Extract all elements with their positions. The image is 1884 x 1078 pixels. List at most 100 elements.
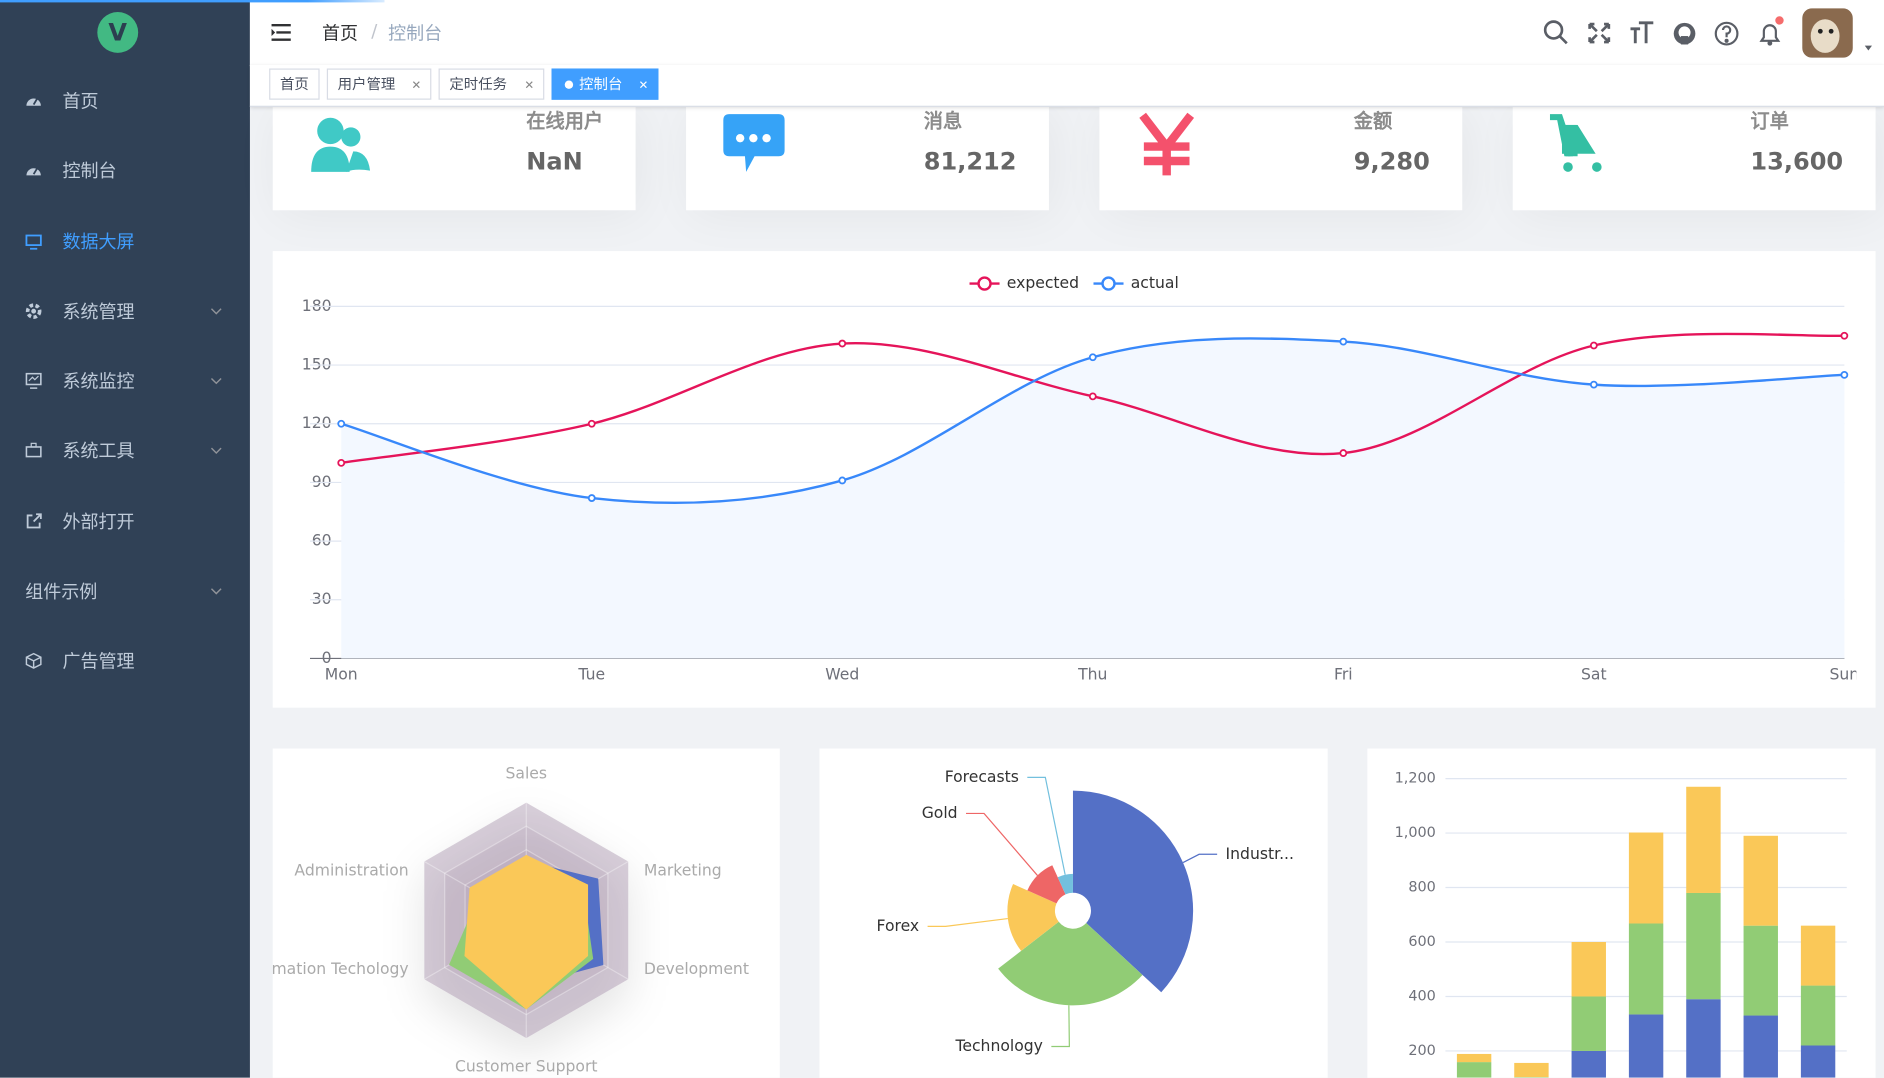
tag-close[interactable] bbox=[525, 81, 533, 89]
menu-item[interactable]: 组件示例 bbox=[0, 558, 250, 625]
menu-label: 系统管理 bbox=[62, 300, 135, 323]
bar bbox=[1686, 786, 1721, 893]
stat-value: 81,212 bbox=[923, 146, 1017, 176]
pie-label: Forex bbox=[877, 917, 920, 935]
card-icon bbox=[723, 114, 785, 172]
y-tick-label: 200 bbox=[1408, 1043, 1436, 1059]
bar bbox=[1628, 832, 1664, 924]
hamburger[interactable] bbox=[271, 24, 291, 41]
card-icon bbox=[1549, 114, 1602, 172]
stat-label: 在线用户 bbox=[526, 109, 604, 133]
menu-item[interactable]: 广告管理 bbox=[0, 627, 250, 694]
navbar: 首页 / 控制台 bbox=[249, 0, 1884, 67]
point bbox=[838, 339, 847, 348]
menu-item[interactable]: 数据大屏 bbox=[0, 208, 250, 275]
tag[interactable]: 控制台 bbox=[551, 68, 659, 100]
x-tick-label: Sun bbox=[1829, 666, 1859, 684]
bar bbox=[1743, 1015, 1778, 1078]
tags-view: 首页 用户管理 定时任务 控制台 bbox=[249, 64, 1884, 107]
tag-close[interactable] bbox=[412, 81, 420, 89]
stat-card[interactable]: 订单 13,600 bbox=[1512, 105, 1876, 211]
point bbox=[587, 494, 596, 502]
radar-series-area bbox=[464, 854, 589, 1010]
bar bbox=[1571, 941, 1606, 997]
stat-value: NaN bbox=[526, 146, 583, 176]
pie-label: Technology bbox=[954, 1037, 1042, 1055]
x-tick-label: Tue bbox=[577, 666, 605, 684]
bar bbox=[1456, 1053, 1492, 1063]
tag-close[interactable] bbox=[639, 81, 647, 89]
y-tick-label: 1,000 bbox=[1395, 825, 1436, 841]
menu-arrow bbox=[210, 588, 222, 595]
pie-slice bbox=[1057, 873, 1073, 895]
tag-label: 控制台 bbox=[579, 75, 623, 93]
breadcrumb-item[interactable]: 首页 bbox=[322, 22, 359, 45]
bar bbox=[1514, 1077, 1549, 1078]
fullscreen-icon[interactable] bbox=[1588, 22, 1611, 44]
pie-label: Gold bbox=[922, 804, 958, 822]
tag-label: 首页 bbox=[279, 75, 309, 93]
menu-item[interactable]: 系统管理 bbox=[0, 278, 250, 345]
pie-label: Industr... bbox=[1226, 845, 1294, 863]
y-tick-label: 600 bbox=[1408, 934, 1436, 950]
bar bbox=[1800, 1045, 1836, 1078]
y-tick-label: 800 bbox=[1408, 880, 1436, 896]
point bbox=[1339, 449, 1348, 457]
tag[interactable]: 定时任务 bbox=[438, 68, 545, 100]
point bbox=[1589, 341, 1598, 350]
label-line bbox=[1051, 1005, 1070, 1048]
github-icon[interactable] bbox=[1673, 22, 1696, 45]
bell-icon[interactable] bbox=[1759, 16, 1784, 46]
bar bbox=[1456, 1062, 1492, 1078]
menu-label: 系统工具 bbox=[62, 440, 135, 462]
menu-item[interactable]: 系统监控 bbox=[0, 347, 250, 414]
bar bbox=[1800, 985, 1836, 1046]
point bbox=[337, 458, 346, 467]
tag-label: 定时任务 bbox=[449, 75, 508, 93]
menu-label: 首页 bbox=[62, 90, 99, 113]
bar-chart: 200 400 600 800 1,000 1,200 bbox=[1395, 771, 1847, 1078]
sidebar: V 首页 控制台 数据大屏 系统管理 系统监控 系统工具 外部打开 组件示 bbox=[0, 0, 250, 1078]
x-tick-label: Fri bbox=[1334, 666, 1353, 684]
point bbox=[587, 419, 596, 428]
point bbox=[1589, 380, 1598, 389]
menu-item[interactable]: 外部打开 bbox=[0, 488, 250, 555]
breadcrumb-item: 控制台 bbox=[388, 22, 443, 45]
legend-symbol bbox=[977, 276, 992, 291]
point bbox=[337, 419, 346, 428]
radar-indicator-label: Marketing bbox=[644, 862, 722, 880]
pie-label: Forecasts bbox=[945, 768, 1019, 786]
logo-text: V bbox=[108, 19, 127, 47]
y-tick-label: 1,200 bbox=[1395, 771, 1436, 787]
menu-item[interactable]: 控制台 bbox=[0, 137, 250, 204]
menu-item[interactable]: 首页 bbox=[0, 67, 250, 134]
tag[interactable]: 用户管理 bbox=[326, 68, 432, 100]
logo[interactable]: V bbox=[0, 0, 250, 67]
menu-icon bbox=[25, 303, 42, 320]
radar-indicator-label: Administration bbox=[294, 862, 408, 880]
menu-label: 数据大屏 bbox=[62, 231, 135, 253]
search-icon[interactable] bbox=[1543, 20, 1568, 45]
help-icon[interactable] bbox=[1714, 21, 1739, 46]
x-tick-label: Mon bbox=[325, 666, 358, 684]
pie-chart: Industr... Technology Forex Gold Forecasts bbox=[877, 768, 1294, 1055]
stat-label: 消息 bbox=[923, 109, 963, 133]
bar bbox=[1571, 996, 1606, 1051]
menu-label: 控制台 bbox=[62, 160, 117, 183]
bar-panel bbox=[1367, 748, 1876, 1078]
tag[interactable]: 首页 bbox=[269, 68, 320, 100]
menu-label: 组件示例 bbox=[25, 580, 98, 603]
menu-icon bbox=[26, 167, 41, 176]
avatar[interactable] bbox=[1802, 8, 1872, 58]
menu-icon bbox=[25, 372, 42, 389]
size-icon[interactable] bbox=[1630, 21, 1654, 44]
card-icon bbox=[1139, 112, 1195, 176]
point bbox=[1840, 370, 1849, 379]
menu-item[interactable]: 系统工具 bbox=[0, 417, 250, 484]
x-tick-label: Thu bbox=[1077, 666, 1107, 684]
series-area bbox=[341, 338, 1845, 659]
pie-slice bbox=[998, 921, 1143, 1006]
bar bbox=[1628, 923, 1664, 1015]
bar bbox=[1800, 925, 1836, 986]
